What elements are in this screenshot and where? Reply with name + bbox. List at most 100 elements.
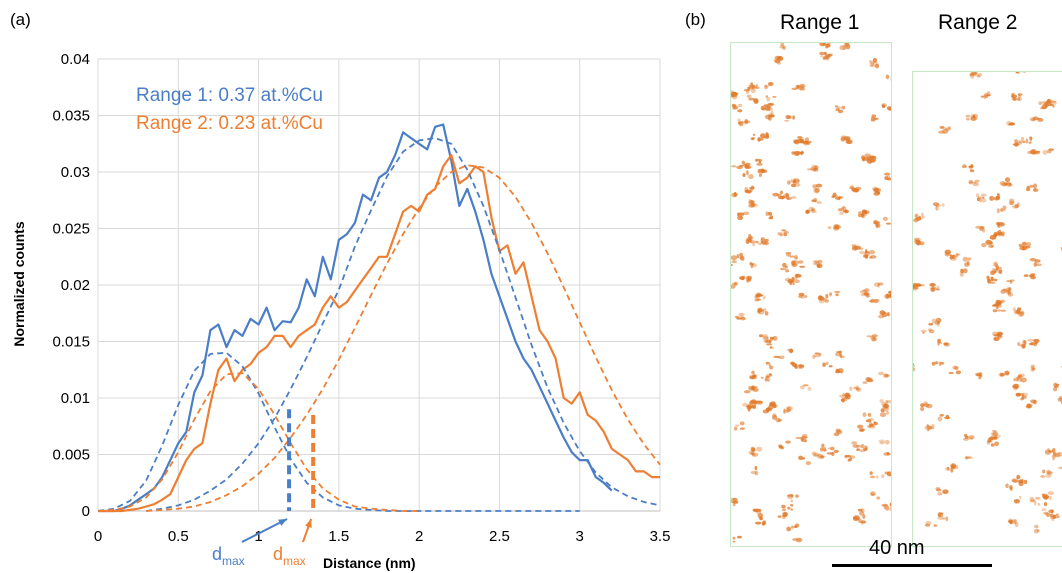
cu-cluster-point	[777, 356, 780, 359]
cu-cluster-point	[791, 260, 796, 266]
cu-cluster-point	[749, 240, 756, 244]
cu-cluster-point	[748, 450, 755, 455]
cu-cluster-point	[863, 447, 868, 451]
cu-cluster-point	[1013, 498, 1021, 504]
cu-cluster-point	[749, 261, 753, 265]
cu-cluster-point	[936, 288, 940, 291]
y-tick-label: 0.04	[61, 51, 90, 68]
cu-cluster-point	[889, 502, 891, 507]
cu-cluster-point	[1027, 338, 1034, 342]
cu-cluster-point	[962, 437, 970, 441]
cu-cluster-point	[795, 273, 802, 278]
cu-cluster-point	[1012, 383, 1019, 389]
cu-cluster-point	[818, 259, 823, 264]
cu-cluster-point	[1040, 106, 1047, 110]
cu-cluster-point	[731, 500, 739, 504]
cu-cluster-point	[875, 223, 881, 228]
cu-cluster-point	[836, 351, 841, 353]
cu-cluster-point	[886, 471, 891, 477]
cu-cluster-point	[833, 224, 840, 230]
cu-cluster-point	[990, 443, 995, 447]
cu-cluster-point	[925, 403, 933, 409]
cu-cluster-point	[935, 487, 941, 491]
cu-cluster-point	[786, 526, 792, 532]
cu-cluster-point	[786, 197, 790, 200]
cu-cluster-point	[1022, 245, 1025, 251]
cu-cluster-point	[777, 232, 780, 236]
cu-cluster-point	[887, 312, 890, 317]
cu-cluster-point	[913, 362, 914, 366]
cu-cluster-point	[731, 90, 735, 93]
cu-cluster-point	[880, 408, 885, 413]
cu-cluster-point	[982, 196, 985, 199]
cu-cluster-point	[1042, 495, 1047, 499]
cu-cluster-point	[990, 432, 995, 435]
cu-cluster-point	[994, 304, 999, 307]
chart-axes: 0 0.005 0.01 0.015 0.02 0.025 0.03 0.035 0.04 0 0.…	[52, 51, 670, 545]
cu-cluster-point	[812, 184, 817, 189]
cu-cluster-point	[803, 295, 808, 298]
cu-cluster-point	[878, 314, 885, 319]
cu-cluster-point	[780, 190, 783, 195]
cu-cluster-point	[1034, 262, 1038, 267]
cu-cluster-point	[745, 120, 749, 125]
cu-cluster-point	[869, 65, 875, 68]
cu-cluster-point	[746, 406, 752, 410]
cu-cluster-point	[731, 165, 737, 168]
cu-cluster-point	[860, 444, 865, 449]
cu-cluster-point	[819, 51, 825, 56]
cu-cluster-point	[772, 335, 778, 341]
cu-cluster-point	[914, 214, 918, 218]
y-tick-label: 0.015	[52, 334, 90, 351]
cu-cluster-point	[791, 196, 797, 199]
dmax-label: dmax	[273, 544, 306, 568]
cu-cluster-point	[1034, 259, 1041, 263]
cu-cluster-point	[759, 516, 763, 521]
cu-cluster-point	[752, 508, 757, 512]
cu-cluster-point	[882, 216, 888, 221]
x-tick-label: 0.5	[168, 528, 189, 545]
cu-cluster-point	[1033, 262, 1037, 267]
cu-cluster-point	[939, 125, 945, 129]
cu-cluster-point	[949, 256, 954, 259]
cu-cluster-point	[776, 193, 782, 197]
cu-cluster-point	[755, 240, 759, 244]
cu-cluster-point	[1052, 514, 1057, 519]
cu-cluster-point	[736, 253, 739, 259]
cu-cluster-point	[855, 385, 859, 391]
cu-cluster-point	[739, 276, 745, 280]
cu-cluster-point	[1029, 496, 1035, 502]
cu-cluster-point	[776, 55, 783, 61]
cu-cluster-point	[1034, 524, 1039, 529]
cu-cluster-point	[1000, 207, 1004, 212]
cu-cluster-point	[1032, 116, 1039, 121]
cu-cluster-point	[777, 515, 782, 518]
cu-cluster-point	[942, 517, 946, 520]
cu-cluster-point	[824, 54, 830, 60]
cu-cluster-point	[1016, 377, 1023, 382]
cu-cluster-point	[873, 117, 879, 121]
cu-cluster-point	[844, 392, 850, 397]
cu-cluster-point	[1017, 93, 1023, 97]
cu-cluster-point	[967, 257, 972, 261]
cu-cluster-point	[779, 267, 787, 271]
cu-cluster-point	[794, 153, 800, 156]
cu-cluster-point	[836, 430, 843, 434]
cu-cluster-point	[754, 298, 759, 302]
cu-cluster-point	[1056, 513, 1059, 516]
cu-cluster-point	[762, 296, 766, 299]
cu-cluster-point	[879, 441, 885, 445]
cu-cluster-point	[1033, 183, 1037, 189]
cu-cluster-point	[994, 337, 997, 340]
cu-cluster-point	[972, 181, 979, 187]
cu-cluster-point	[812, 354, 816, 359]
cu-cluster-point	[1028, 141, 1032, 144]
fit-curve-series-4	[97, 372, 420, 512]
cu-cluster-point	[870, 298, 875, 303]
cu-cluster-point	[781, 229, 787, 232]
cu-cluster-point	[764, 311, 769, 316]
cu-cluster-point	[747, 86, 751, 90]
cu-cluster-point	[913, 218, 919, 223]
cu-cluster-point	[1057, 397, 1062, 402]
cu-cluster-point	[746, 94, 752, 99]
